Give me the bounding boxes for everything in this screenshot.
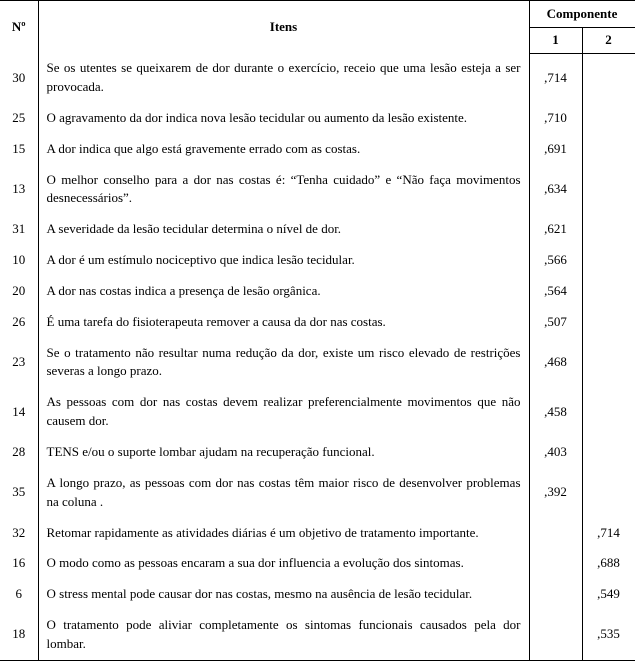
row-item-text: Retomar rapidamente as atividades diária… [38,518,529,549]
row-no: 10 [0,245,38,276]
row-item-text: A longo prazo, as pessoas com dor nas co… [38,468,529,518]
row-item-text: É uma tarefa do fisioterapeuta remover a… [38,307,529,338]
row-c1: ,392 [529,468,582,518]
row-item-text: O melhor conselho para a dor nas costas … [38,165,529,215]
row-no: 18 [0,610,38,660]
row-c2 [582,338,635,388]
row-no: 16 [0,548,38,579]
row-item-text: O stress mental pode causar dor nas cost… [38,579,529,610]
row-c2 [582,134,635,165]
table-row: 15A dor indica que algo está gravemente … [0,134,635,165]
row-item-text: O tratamento pode aliviar completamente … [38,610,529,660]
row-item-text: A severidade da lesão tecidular determin… [38,214,529,245]
row-no: 26 [0,307,38,338]
table-header-row-1: Nº Itens Componente [0,1,635,28]
row-c1 [529,579,582,610]
row-no: 6 [0,579,38,610]
header-no: Nº [0,1,38,54]
row-item-text: O agravamento da dor indica nova lesão t… [38,103,529,134]
row-item-text: A dor é um estímulo nociceptivo que indi… [38,245,529,276]
table-row: 6O stress mental pode causar dor nas cos… [0,579,635,610]
row-c2: ,714 [582,518,635,549]
row-c2 [582,468,635,518]
row-c1: ,507 [529,307,582,338]
row-c1: ,621 [529,214,582,245]
row-c2 [582,437,635,468]
table-row: 20A dor nas costas indica a presença de … [0,276,635,307]
row-c2 [582,214,635,245]
table-row: 35A longo prazo, as pessoas com dor nas … [0,468,635,518]
row-c1: ,634 [529,165,582,215]
table-row: 18O tratamento pode aliviar completament… [0,610,635,660]
row-c2 [582,165,635,215]
row-c1: ,714 [529,53,582,103]
row-no: 31 [0,214,38,245]
row-c1: ,403 [529,437,582,468]
loadings-table: Nº Itens Componente 1 2 30Se os utentes … [0,0,635,661]
row-item-text: Se o tratamento não resultar numa reduçã… [38,338,529,388]
row-c2 [582,103,635,134]
table-row: 14As pessoas com dor nas costas devem re… [0,387,635,437]
table-row: 28TENS e/ou o suporte lombar ajudam na r… [0,437,635,468]
row-c1 [529,548,582,579]
row-c2 [582,387,635,437]
row-no: 28 [0,437,38,468]
row-c1: ,691 [529,134,582,165]
table-row: 26É uma tarefa do fisioterapeuta remover… [0,307,635,338]
table-row: 32Retomar rapidamente as atividades diár… [0,518,635,549]
row-no: 30 [0,53,38,103]
row-item-text: O modo como as pessoas encaram a sua dor… [38,548,529,579]
row-c1: ,710 [529,103,582,134]
row-c1 [529,610,582,660]
row-item-text: As pessoas com dor nas costas devem real… [38,387,529,437]
row-no: 35 [0,468,38,518]
row-item-text: A dor nas costas indica a presença de le… [38,276,529,307]
header-c1: 1 [529,27,582,53]
table-row: 23Se o tratamento não resultar numa redu… [0,338,635,388]
table-row: 30Se os utentes se queixarem de dor dura… [0,53,635,103]
row-no: 32 [0,518,38,549]
table-row: 10A dor é um estímulo nociceptivo que in… [0,245,635,276]
row-item-text: A dor indica que algo está gravemente er… [38,134,529,165]
header-itens: Itens [38,1,529,54]
table-row: 13O melhor conselho para a dor nas costa… [0,165,635,215]
row-c1: ,468 [529,338,582,388]
row-no: 15 [0,134,38,165]
row-c2: ,535 [582,610,635,660]
row-item-text: Se os utentes se queixarem de dor durant… [38,53,529,103]
row-c2: ,549 [582,579,635,610]
row-no: 20 [0,276,38,307]
row-c1: ,566 [529,245,582,276]
row-c1 [529,518,582,549]
row-no: 13 [0,165,38,215]
header-componente: Componente [529,1,635,28]
row-item-text: TENS e/ou o suporte lombar ajudam na rec… [38,437,529,468]
row-no: 14 [0,387,38,437]
row-c2 [582,307,635,338]
table-row: 16O modo como as pessoas encaram a sua d… [0,548,635,579]
row-c1: ,458 [529,387,582,437]
row-c2 [582,276,635,307]
row-c1: ,564 [529,276,582,307]
header-c2: 2 [582,27,635,53]
row-c2: ,688 [582,548,635,579]
table-row: 31A severidade da lesão tecidular determ… [0,214,635,245]
row-no: 25 [0,103,38,134]
row-no: 23 [0,338,38,388]
row-c2 [582,245,635,276]
row-c2 [582,53,635,103]
table-row: 25O agravamento da dor indica nova lesão… [0,103,635,134]
